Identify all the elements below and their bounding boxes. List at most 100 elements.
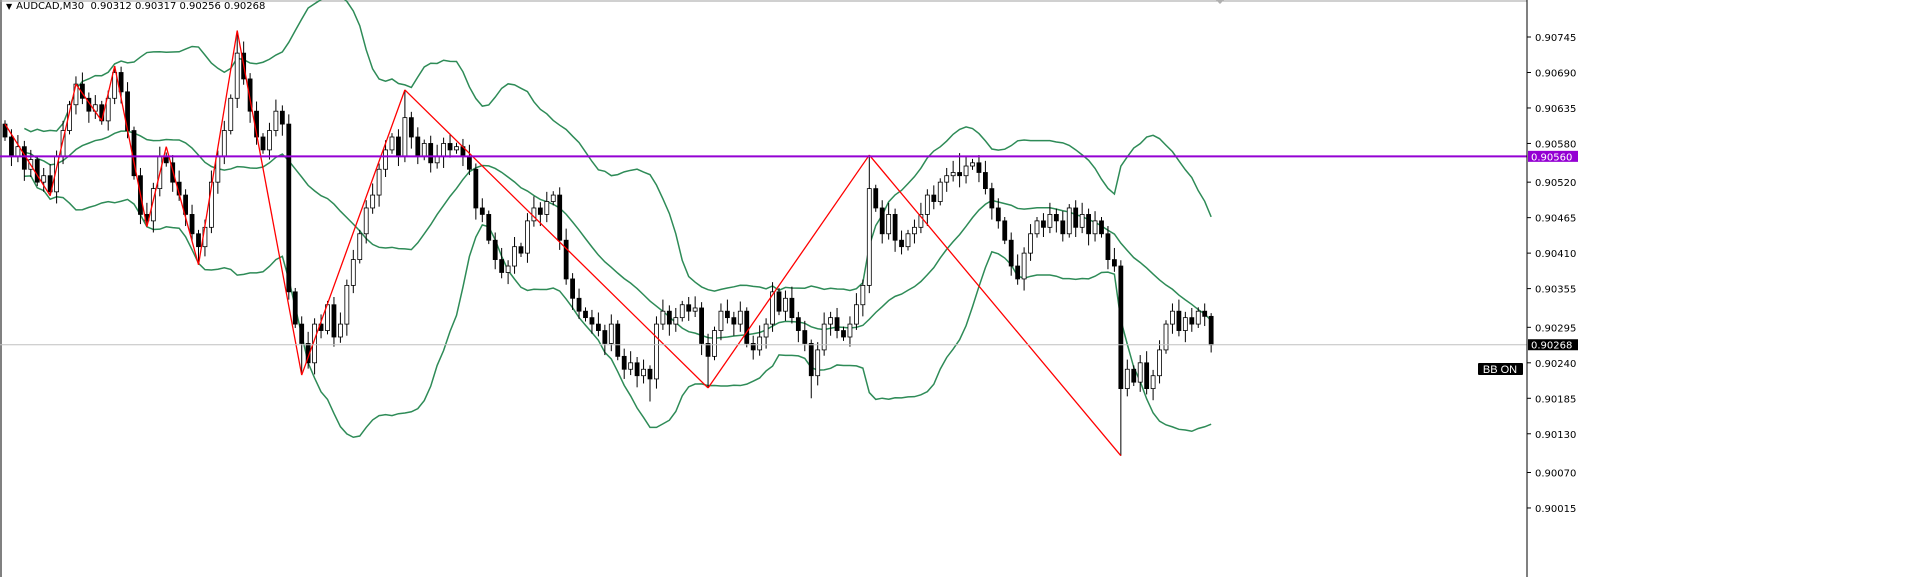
axis-tick-label: 0.90520: [1535, 178, 1576, 189]
bb-on-label: BB ON: [1483, 364, 1517, 376]
bear-candle: [873, 184, 879, 212]
candle-body: [866, 188, 872, 286]
bear-candle: [621, 348, 627, 379]
candle-body: [118, 72, 124, 93]
bull-candle: [376, 163, 382, 207]
candle-body: [924, 194, 930, 215]
candle-body: [183, 194, 189, 215]
bear-candle: [776, 287, 782, 316]
bear-candle: [834, 307, 840, 339]
bull-candle: [970, 158, 975, 170]
candle-body: [854, 304, 859, 325]
candle-body: [918, 214, 924, 228]
candle-body: [189, 214, 195, 235]
candle-body: [1195, 310, 1201, 325]
bear-candle: [1118, 260, 1124, 456]
bb-on-badge[interactable]: BB ON: [1478, 363, 1523, 376]
zigzag-segment: [236, 30, 303, 376]
bull-candle: [267, 122, 272, 160]
candle-body: [628, 362, 634, 370]
bull-candle: [383, 140, 388, 177]
bear-candle: [492, 232, 498, 270]
candle-body: [931, 194, 937, 202]
axis-tick-label: 0.90185: [1535, 394, 1576, 405]
bull-candle: [692, 296, 698, 317]
bull-candle: [337, 312, 343, 343]
bear-candle: [983, 160, 988, 195]
bear-candle: [196, 229, 201, 265]
candle-body: [473, 168, 479, 209]
zigzag-segment: [707, 154, 870, 389]
bollinger-lower-band: [24, 175, 1212, 439]
bull-candle: [660, 299, 666, 330]
axis-tick-label: 0.90465: [1535, 214, 1576, 225]
bull-candle: [712, 326, 717, 361]
bear-candle: [802, 320, 808, 352]
svg-text:0.90268: 0.90268: [1531, 341, 1572, 352]
bull-candle: [1124, 359, 1130, 397]
bear-candle: [957, 153, 962, 188]
candle-body: [1047, 214, 1053, 228]
bear-candle: [260, 133, 266, 154]
candle-body: [1105, 233, 1111, 260]
bull-candle: [628, 351, 634, 376]
bull-candle: [737, 301, 743, 332]
candle-body: [421, 143, 427, 157]
bear-candle: [1086, 208, 1091, 246]
candle-body: [589, 317, 595, 325]
candle-body: [621, 355, 627, 370]
candle-body: [602, 330, 608, 344]
candle-body: [47, 175, 53, 193]
bull-candle: [924, 189, 930, 227]
candle-body: [596, 323, 601, 331]
chart-shift-marker-icon[interactable]: [1216, 0, 1224, 4]
bear-candle: [879, 200, 885, 244]
bull-candle: [1028, 224, 1033, 261]
bull-candle: [1079, 202, 1085, 234]
zigzag-segment: [75, 83, 103, 122]
bull-candle: [208, 170, 214, 234]
candle-body: [215, 155, 221, 183]
candle-body: [647, 368, 653, 380]
candle-body: [260, 136, 266, 151]
bull-candle: [228, 94, 234, 135]
candle-body: [583, 310, 588, 319]
bull-candle: [525, 213, 530, 263]
bear-candle: [596, 312, 601, 337]
dropdown-triangle-icon[interactable]: ▼: [6, 2, 13, 11]
candle-body: [634, 362, 640, 377]
candle-body: [370, 194, 376, 209]
candle-body: [67, 104, 72, 131]
candle-body: [1202, 310, 1208, 317]
candle-body: [789, 297, 795, 319]
bear-candle: [557, 187, 563, 250]
bull-candle: [950, 160, 956, 182]
candle-body: [363, 207, 369, 235]
candle-body: [518, 246, 524, 254]
candle-body: [1099, 220, 1104, 235]
bear-candle: [499, 247, 505, 279]
candle-body: [441, 143, 447, 157]
candle-body: [783, 297, 788, 312]
candle-body: [228, 97, 234, 131]
bull-candle: [886, 202, 892, 240]
axis-tick-label: 0.90580: [1535, 139, 1576, 150]
bear-candle: [1112, 247, 1117, 272]
axis-tick-label: 0.90355: [1535, 285, 1576, 296]
candle-body: [15, 146, 21, 157]
candle-body: [1182, 317, 1188, 331]
candle-body: [1092, 220, 1098, 235]
candle-body: [196, 233, 201, 248]
candle-body: [1131, 368, 1137, 383]
candle-body: [1150, 375, 1156, 390]
bull-candle: [1092, 211, 1098, 242]
candle-body: [544, 201, 550, 215]
candle-body: [686, 304, 692, 312]
bear-candle: [1015, 254, 1021, 285]
bear-candle: [1041, 213, 1046, 237]
bear-candle: [576, 288, 582, 319]
bull-candle: [544, 191, 550, 223]
bear-candle: [563, 228, 569, 285]
candle-body: [976, 162, 982, 173]
